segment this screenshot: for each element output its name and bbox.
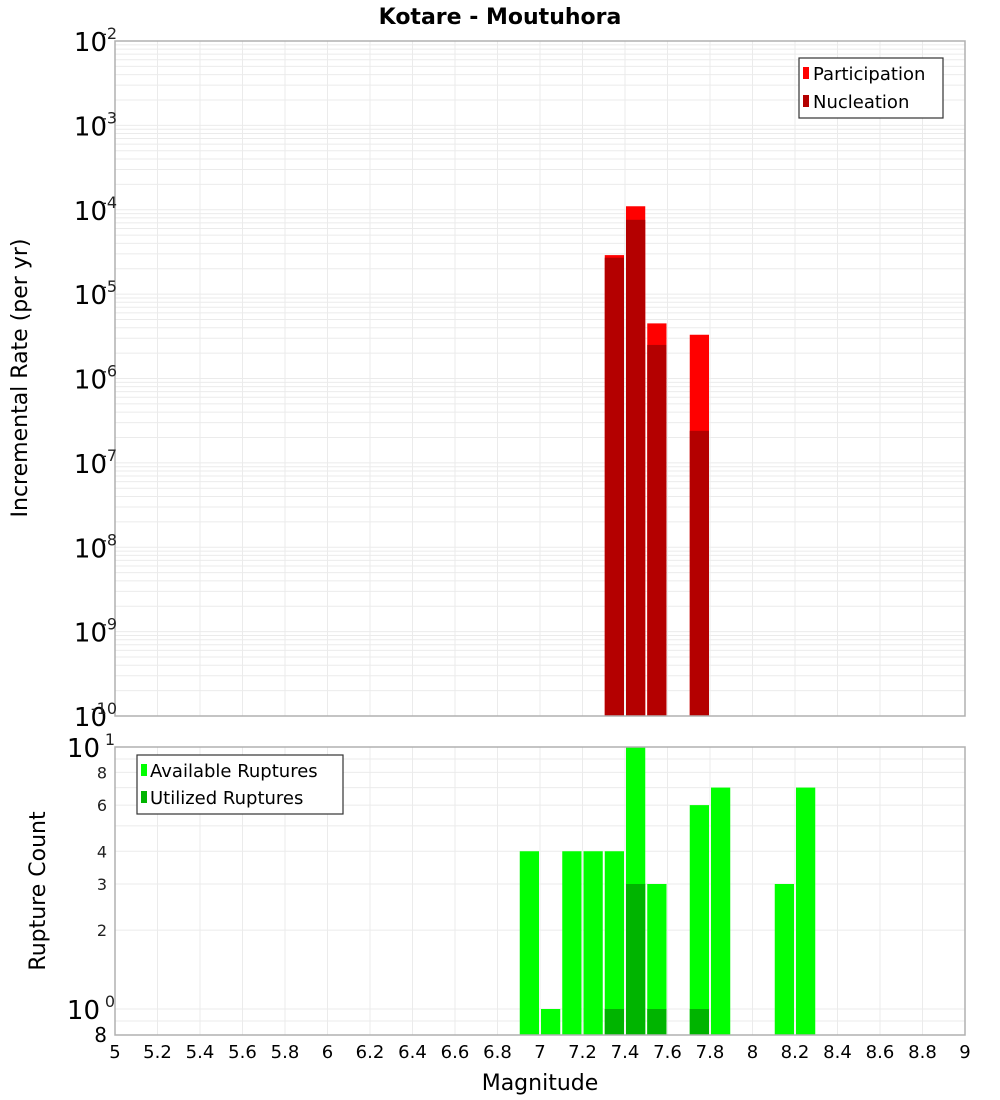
y-tick-exponent: 1 — [105, 730, 115, 749]
y-tick-exponent: -4 — [101, 193, 117, 212]
y-tick-label: 8 — [97, 763, 107, 782]
x-tick-label: 7.6 — [653, 1042, 682, 1063]
y-tick-label: 10 — [74, 450, 107, 480]
bar-available-ruptures — [519, 851, 539, 1035]
y-tick-label: 10 — [74, 281, 107, 311]
y-tick-label: 3 — [97, 875, 107, 894]
y-tick-exponent: -9 — [101, 615, 117, 634]
bottom-y-axis-ticks: 10 1 10 0 8 6 4 3 2 8 — [67, 730, 115, 1047]
legend-item-label: Utilized Ruptures — [150, 788, 303, 809]
x-tick-label: 7 — [534, 1042, 545, 1063]
bar-available-ruptures — [774, 883, 794, 1035]
bar-available-ruptures — [562, 851, 582, 1035]
top-plot-border — [114, 40, 966, 717]
legend-box — [798, 57, 944, 119]
y-tick-exponent: -3 — [101, 108, 117, 127]
top-legend: Participation Nucleation — [798, 57, 944, 119]
x-tick-label: 8.6 — [866, 1042, 895, 1063]
y-tick-label: 10 — [74, 28, 107, 58]
y-tick-label: 10 — [74, 197, 107, 227]
x-tick-label: 5.4 — [186, 1042, 215, 1063]
legend-item-label: Participation — [813, 64, 925, 85]
bottom-plot-grid — [115, 747, 965, 1035]
top-y-axis-ticks: 10-210-310-410-510-610-710-810-910-10 — [74, 24, 117, 733]
y-tick-exponent: -2 — [101, 24, 117, 43]
y-tick-label: 4 — [97, 842, 107, 861]
y-tick-label: 10 — [74, 619, 107, 649]
bar-nucleation — [647, 344, 667, 716]
bottom-plot-rupture-count: 10 1 10 0 8 6 4 3 2 8 Available Ruptures Utilized … — [67, 730, 966, 1047]
bar-available-ruptures — [604, 851, 624, 1035]
x-axis-label: Magnitude — [482, 1071, 599, 1096]
legend-swatch — [141, 764, 147, 776]
x-tick-label: 7.2 — [568, 1042, 597, 1063]
top-y-axis-label: Incremental Rate (per yr) — [8, 239, 33, 518]
bar-utilized-ruptures — [604, 1009, 624, 1035]
y-tick-exponent: -5 — [101, 277, 117, 296]
bar-available-ruptures — [796, 787, 816, 1035]
x-tick-label: 6.6 — [441, 1042, 470, 1063]
y-tick-exponent: 0 — [105, 992, 115, 1011]
x-tick-label: 6 — [322, 1042, 333, 1063]
x-tick-label: 5.8 — [271, 1042, 300, 1063]
top-plot-bars — [604, 206, 709, 717]
legend-box — [136, 754, 344, 815]
legend-swatch — [803, 95, 809, 107]
top-plot-grid — [115, 41, 965, 717]
bottom-legend: Available Ruptures Utilized Ruptures — [136, 754, 344, 815]
top-plot-incremental-rate: 10-210-310-410-510-610-710-810-910-10 Pa… — [74, 24, 966, 733]
y-tick-label: 10 — [74, 534, 107, 564]
x-tick-label: 5.2 — [143, 1042, 172, 1063]
x-tick-label: 7.8 — [696, 1042, 725, 1063]
y-tick-label: 2 — [97, 921, 107, 940]
x-tick-label: 6.4 — [398, 1042, 427, 1063]
y-tick-label: 6 — [97, 796, 107, 815]
y-tick-label: 10 — [74, 703, 107, 733]
x-tick-label: 8 — [747, 1042, 758, 1063]
bar-available-ruptures — [689, 805, 709, 1035]
y-tick-exponent: -6 — [101, 362, 117, 381]
x-tick-label: 5 — [109, 1042, 120, 1063]
bar-available-ruptures — [541, 1009, 561, 1035]
x-axis-ticks: 5 5.2 5.4 5.6 5.8 6 6.2 6.4 6.6 6.8 7 7.2 7.4 7.6 7.8 8… — [109, 1042, 970, 1063]
bottom-y-axis-label: Rupture Count — [26, 811, 51, 971]
bar-nucleation — [604, 257, 624, 716]
legend-item-label: Available Ruptures — [150, 761, 318, 782]
y-tick-exponent: -7 — [101, 446, 117, 465]
bar-available-ruptures — [647, 883, 667, 1035]
bar-nucleation — [689, 430, 709, 716]
x-tick-label: 8.4 — [823, 1042, 852, 1063]
y-tick-label: 10 — [74, 366, 107, 396]
x-tick-label: 6.2 — [356, 1042, 385, 1063]
legend-swatch — [141, 791, 147, 803]
y-tick-label: 10 — [67, 996, 100, 1026]
chart-title: Kotare - Moutuhora — [379, 5, 622, 30]
bar-nucleation — [626, 219, 646, 717]
bar-utilized-ruptures — [626, 883, 646, 1035]
y-tick-label: 8 — [94, 1023, 107, 1047]
x-tick-label: 7.4 — [611, 1042, 640, 1063]
y-tick-label: 10 — [67, 734, 100, 764]
y-tick-exponent: -8 — [101, 530, 117, 549]
y-tick-exponent: -10 — [91, 699, 117, 718]
y-tick-label: 10 — [74, 112, 107, 142]
x-tick-label: 8.2 — [781, 1042, 810, 1063]
bar-available-ruptures — [711, 787, 731, 1035]
x-tick-label: 5.6 — [228, 1042, 257, 1063]
bar-available-ruptures — [583, 851, 603, 1035]
bottom-plot-bars — [519, 747, 816, 1035]
legend-swatch — [803, 67, 809, 79]
bar-utilized-ruptures — [647, 1009, 667, 1035]
x-tick-label: 6.8 — [483, 1042, 512, 1063]
x-tick-label: 9 — [959, 1042, 970, 1063]
x-tick-label: 8.8 — [908, 1042, 937, 1063]
legend-item-label: Nucleation — [813, 92, 909, 113]
bottom-plot-border — [114, 746, 966, 1036]
bar-utilized-ruptures — [689, 1009, 709, 1035]
